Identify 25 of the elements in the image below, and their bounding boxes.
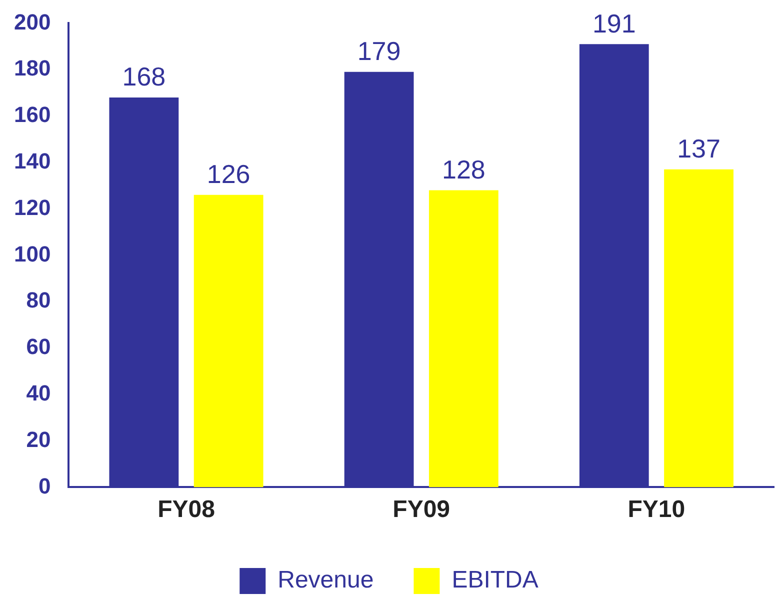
data-label: 137	[677, 134, 720, 164]
data-label: 128	[442, 154, 486, 184]
y-tick-label: 120	[14, 194, 51, 220]
bar	[664, 169, 734, 488]
y-tick-label: 40	[26, 380, 51, 406]
y-tick-label: 160	[14, 102, 51, 128]
y-tick-label: 200	[14, 9, 51, 34]
y-tick-label: 60	[26, 334, 51, 360]
data-label: 126	[206, 159, 250, 190]
data-label: 191	[592, 8, 636, 38]
y-tick-label: 80	[26, 288, 51, 313]
legend-label: EBITDA	[452, 566, 538, 594]
bar	[428, 190, 498, 488]
y-tick-label: 0	[38, 473, 51, 498]
legend-label: Revenue	[278, 566, 374, 594]
y-tick-label: 100	[14, 241, 51, 266]
bar	[194, 194, 264, 488]
data-label: 179	[357, 36, 401, 66]
x-tick-label: FY08	[158, 496, 215, 524]
y-tick-label: 20	[26, 426, 51, 452]
x-tick-label: FY09	[392, 496, 450, 524]
y-tick-label: 180	[14, 56, 51, 81]
data-label: 168	[122, 62, 166, 92]
y-tick-label: 140	[14, 148, 51, 174]
x-tick-label: FY10	[628, 496, 686, 524]
